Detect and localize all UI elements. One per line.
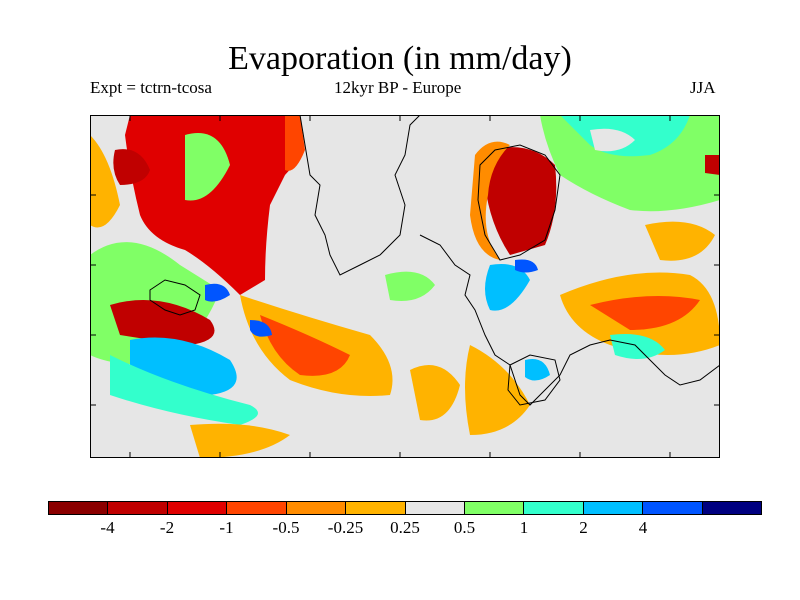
coastline-contour — [299, 115, 720, 406]
colorbar-label: -1 — [219, 518, 234, 537]
southeast-cyan-patch — [610, 334, 665, 359]
far-east-red-patch — [705, 155, 720, 175]
colorbar-segment — [167, 502, 228, 514]
atlantic-blue-band — [130, 337, 237, 395]
southwest-orange-patch — [190, 423, 290, 458]
colorbar-label: -4 — [100, 518, 115, 537]
northeast-light-patch — [590, 128, 635, 152]
colorbar — [48, 501, 762, 515]
mediterranean-orange-patch — [465, 345, 530, 435]
colorbar-segment — [49, 502, 109, 514]
colorbar-label: -2 — [159, 518, 175, 537]
experiment-label: Expt = tctrn-tcosa — [90, 78, 212, 97]
west-red-region — [125, 115, 301, 295]
colorbar-segment — [643, 502, 703, 514]
colorbar-segment — [286, 502, 347, 514]
mid-atlantic-red-core — [260, 315, 350, 376]
southeast-red-strip — [590, 296, 700, 330]
colorbar-label: -0.25 — [327, 518, 364, 537]
colorbar-segment — [346, 502, 406, 514]
colorbar-label: 2 — [579, 518, 588, 537]
evaporation-map — [90, 115, 720, 458]
colorbar-segment — [524, 502, 584, 514]
atlantic-red-band — [110, 300, 215, 345]
colorbar-label: -0.5 — [272, 518, 300, 537]
scandinavia-contour — [477, 144, 561, 261]
central-green-patch — [385, 271, 435, 301]
map-title: Evaporation (in mm/day) — [228, 40, 572, 77]
northeast-orange-patch — [285, 115, 305, 171]
colorbar-segment — [227, 502, 287, 514]
iberia-blue-patch — [525, 359, 550, 381]
period-region-label: 12kyr BP - Europe — [334, 78, 462, 97]
northwest-dark-patch — [113, 149, 150, 185]
colorbar-segment — [405, 502, 465, 514]
west-green-patch — [185, 133, 230, 201]
colorbar-segment — [108, 502, 168, 514]
irish-sea-blue-patch — [205, 283, 230, 302]
bay-blue-patch — [250, 320, 272, 337]
south-orange-blob — [410, 365, 460, 421]
atlantic-cyan-band — [110, 355, 258, 425]
baltic-blue-patch — [485, 264, 530, 311]
colorbar-label: 4 — [638, 518, 648, 537]
colorbar-segment — [583, 502, 644, 514]
colorbar-segment — [702, 502, 762, 514]
map-frame — [90, 115, 720, 458]
season-label: JJA — [690, 78, 716, 97]
colorbar-label: 1 — [519, 518, 529, 537]
white-sea-blue-patch — [515, 259, 538, 273]
colorbar-label: 0.25 — [390, 518, 420, 537]
colorbar-segment — [464, 502, 525, 514]
colorbar-label: 0.5 — [453, 518, 476, 537]
west-orange-edge — [90, 135, 120, 228]
east-orange-patch — [645, 221, 715, 261]
scandinavia-red-region — [485, 147, 557, 255]
britain-contour — [149, 279, 201, 316]
iberia-contour — [507, 354, 561, 406]
colorbar-labels: -4 -2 -1 -0.5 -0.25 0.25 0.5 1 2 4 — [48, 518, 762, 542]
